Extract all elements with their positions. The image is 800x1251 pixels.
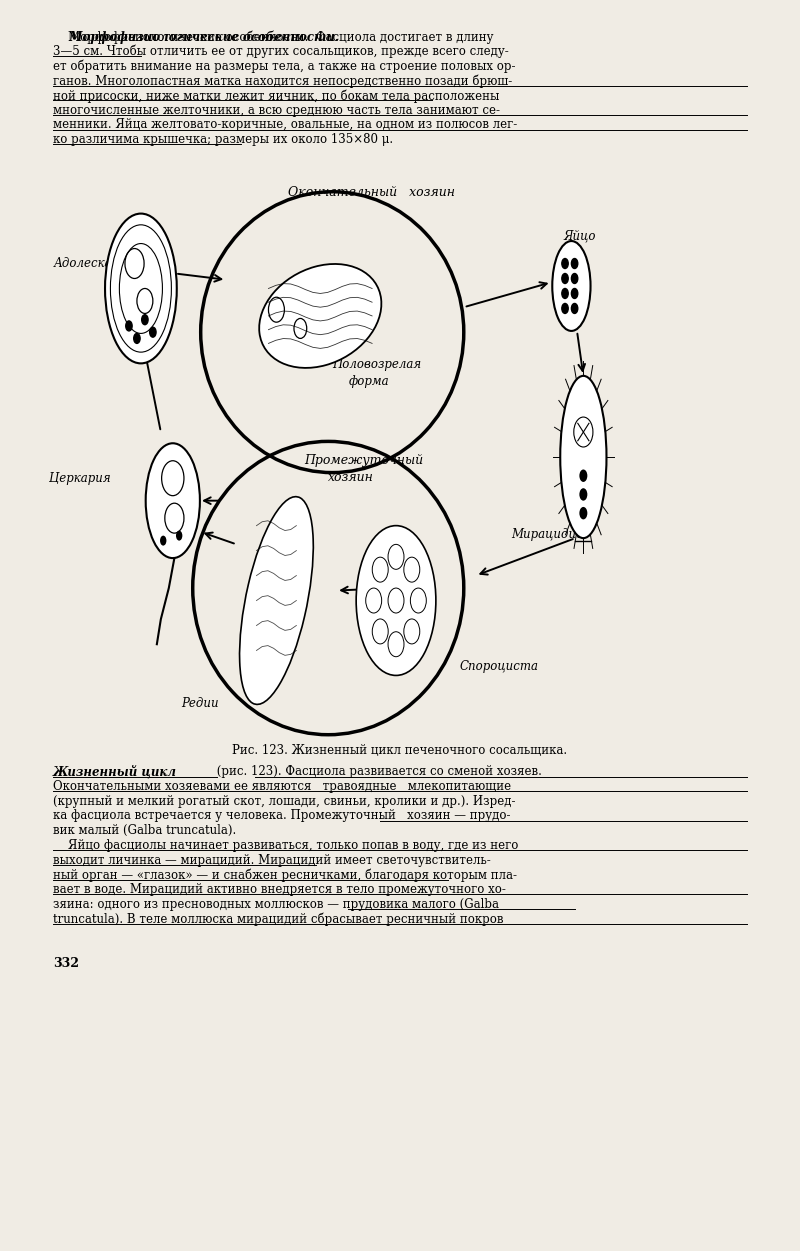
Text: ко различима крышечка; размеры их около 135×80 μ.: ко различима крышечка; размеры их около … [54, 133, 394, 146]
Text: Яйцо: Яйцо [563, 230, 596, 243]
Text: выходит личинка — мирацидий. Мирацидий имеет светочувствитель-: выходит личинка — мирацидий. Мирацидий и… [54, 853, 491, 867]
Ellipse shape [105, 214, 177, 363]
Text: ганов. Многолопастная матка находится непосредственно позади брюш-: ганов. Многолопастная матка находится не… [54, 74, 513, 88]
Circle shape [571, 274, 578, 284]
Circle shape [562, 304, 568, 314]
Text: Рис. 123. Жизненный цикл печеночного сосальщика.: Рис. 123. Жизненный цикл печеночного сос… [233, 744, 567, 757]
Text: Адолескария: Адолескария [54, 258, 134, 270]
Circle shape [571, 259, 578, 269]
Circle shape [150, 328, 156, 338]
Text: Яйцо фасциолы начинает развиваться, только попав в воду, где из него: Яйцо фасциолы начинает развиваться, толь… [54, 839, 518, 852]
Text: хозяин: хозяин [328, 470, 374, 484]
Text: зяина: одного из пресноводных моллюсков — прудовика малого (Galba: зяина: одного из пресноводных моллюсков … [54, 898, 499, 911]
Text: Спороциста: Спороциста [460, 661, 538, 673]
Circle shape [579, 469, 587, 482]
Text: ка фасциола встречается у человека. Промежуточный   хозяин — прудо-: ка фасциола встречается у человека. Пром… [54, 809, 510, 822]
Text: truncatula). В теле моллюска мирацидий сбрасывает ресничный покров: truncatula). В теле моллюска мирацидий с… [54, 912, 504, 926]
Text: 3—5 см. Чтобы отличить ее от других сосальщиков, прежде всего следу-: 3—5 см. Чтобы отличить ее от других соса… [54, 45, 509, 59]
Circle shape [142, 315, 148, 325]
Text: ный орган — «глазок» — и снабжен ресничками, благодаря которым пла-: ный орган — «глазок» — и снабжен ресничк… [54, 868, 518, 882]
Text: многочисленные желточники, а всю среднюю часть тела занимают се-: многочисленные желточники, а всю среднюю… [54, 104, 500, 116]
Text: Промежуточный: Промежуточный [304, 454, 423, 468]
Circle shape [579, 507, 587, 519]
Circle shape [126, 322, 132, 332]
Text: 332: 332 [54, 957, 79, 970]
Text: Церкария: Церкария [50, 472, 111, 485]
Text: (рис. 123). Фасциола развивается со сменой хозяев.: (рис. 123). Фасциола развивается со смен… [213, 766, 542, 778]
Text: Редии: Редии [181, 697, 218, 709]
Text: Окончательными хозяевами ее являются   травоядные   млекопитающие: Окончательными хозяевами ее являются тра… [54, 781, 511, 793]
Text: Морфофизиологические особенности.  Фасциола достигает в длину: Морфофизиологические особенности. Фасцио… [54, 30, 494, 44]
Text: Окончательный   хозяин: Окончательный хозяин [288, 186, 455, 199]
Text: Морфофизиологические особенности.: Морфофизиологические особенности. [54, 30, 339, 44]
Ellipse shape [259, 264, 382, 368]
Ellipse shape [552, 241, 590, 332]
Circle shape [176, 530, 182, 540]
Circle shape [562, 274, 568, 284]
Ellipse shape [560, 375, 606, 538]
Text: (крупный и мелкий рогатый скот, лошади, свиньи, кролики и др.). Изред-: (крупный и мелкий рогатый скот, лошади, … [54, 794, 516, 808]
Text: вает в воде. Мирацидий активно внедряется в тело промежуточного хо-: вает в воде. Мирацидий активно внедряетс… [54, 883, 506, 896]
Circle shape [579, 488, 587, 500]
Circle shape [562, 259, 568, 269]
Text: менники. Яйца желтовато-коричные, овальные, на одном из полюсов лег-: менники. Яйца желтовато-коричные, овальн… [54, 119, 518, 131]
Circle shape [160, 535, 166, 545]
Ellipse shape [239, 497, 314, 704]
Text: Жизненный цикл: Жизненный цикл [54, 766, 178, 779]
Circle shape [571, 289, 578, 299]
Circle shape [134, 334, 140, 344]
Text: ет обратить внимание на размеры тела, а также на строение половых ор-: ет обратить внимание на размеры тела, а … [54, 60, 516, 73]
Circle shape [571, 304, 578, 314]
Text: Половозрелая: Половозрелая [332, 358, 422, 372]
Ellipse shape [356, 525, 436, 676]
Text: форма: форма [348, 374, 389, 388]
Ellipse shape [146, 443, 200, 558]
Circle shape [562, 289, 568, 299]
Text: ной присоски, ниже матки лежит яичник, по бокам тела расположены: ной присоски, ниже матки лежит яичник, п… [54, 89, 499, 103]
Text: вик малый (Galba truncatula).: вик малый (Galba truncatula). [54, 824, 237, 837]
Text: Мирацидий: Мирацидий [512, 528, 584, 542]
